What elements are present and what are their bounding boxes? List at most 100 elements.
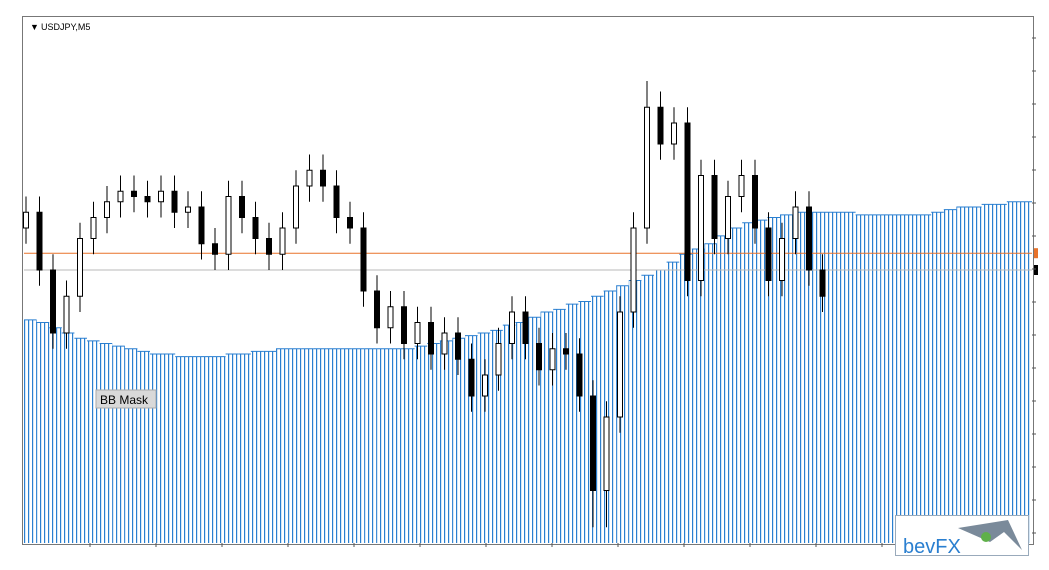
mask-bar [906, 214, 919, 543]
candle-body [725, 196, 731, 239]
candle-body [77, 238, 83, 297]
mask-bar [24, 319, 37, 543]
candle-body [536, 343, 542, 371]
candle-body [414, 322, 421, 344]
candle-body [522, 311, 529, 344]
candle-body [306, 169, 313, 187]
mask-bar [943, 209, 957, 543]
mask-bar [200, 356, 213, 543]
mask-bar [880, 214, 894, 543]
mask-bar [918, 214, 932, 543]
mask-bar [729, 228, 743, 543]
logo-dot [981, 532, 991, 542]
mask-bar [213, 356, 226, 543]
candle-body [198, 206, 205, 245]
candle-body [185, 206, 191, 213]
mask-bar [830, 212, 843, 543]
candle-body [806, 206, 812, 271]
candle-body [239, 196, 245, 218]
candle-body [819, 269, 826, 297]
mask-bar [578, 301, 591, 543]
candle-body [590, 395, 596, 491]
mask-bar [99, 343, 113, 543]
mask-bar [969, 207, 982, 543]
mask-bar [288, 348, 302, 543]
mask-bar [61, 333, 75, 543]
candle-body [401, 306, 407, 344]
mask-bar [843, 212, 856, 543]
mask-bar [74, 338, 87, 543]
mask-bar [124, 348, 138, 543]
candle-body [738, 175, 745, 197]
candle-body [684, 122, 691, 281]
mask-bar [792, 212, 806, 543]
mask-bar [654, 270, 667, 543]
mask-bar [742, 222, 755, 543]
logo: bevFX [895, 515, 1029, 558]
mask-bar [956, 207, 969, 543]
mask-bar [162, 354, 176, 543]
candle-body [482, 374, 488, 397]
mask-bar [540, 312, 554, 543]
candle-body [387, 306, 394, 329]
candle-body [158, 190, 164, 203]
mask-bar [238, 354, 251, 543]
candle-body [468, 358, 475, 397]
candle-body [63, 295, 70, 334]
indicator-label-box [95, 389, 157, 409]
candle-body [266, 238, 272, 255]
price-marker [1034, 265, 1038, 275]
mask-bar [112, 346, 125, 543]
mask-bar [553, 309, 566, 543]
mask-bar [805, 212, 818, 543]
mask-bar [704, 243, 717, 543]
mask-bar [250, 351, 264, 543]
candle-body [752, 175, 758, 229]
mask-bar [981, 204, 995, 543]
mask-bar [137, 351, 150, 543]
candles-layer [23, 81, 826, 528]
candle-body [441, 332, 448, 355]
candle-body [657, 106, 664, 145]
mask-bar [1019, 201, 1032, 543]
mask-bar [666, 262, 680, 543]
mask-bar [36, 322, 50, 543]
candle-body [617, 311, 623, 418]
mask-bar [628, 280, 642, 543]
price-marker [1034, 248, 1038, 259]
mask-bar [515, 322, 528, 543]
candle-body [495, 343, 502, 376]
mask-bar [717, 235, 730, 543]
mask-bar [187, 356, 201, 543]
candle-body [509, 311, 515, 344]
candle-body [549, 348, 556, 371]
candle-body [117, 190, 124, 203]
candle-body [711, 175, 718, 239]
candle-body [347, 217, 353, 229]
candle-body [576, 353, 583, 397]
candle-body [212, 243, 218, 255]
candle-body [23, 211, 29, 229]
mask-bar [565, 304, 579, 543]
mask-bar [150, 354, 163, 543]
mask-bar [502, 325, 516, 543]
mask-bar [893, 214, 906, 543]
mask-bar [691, 249, 705, 543]
candle-body [792, 206, 799, 239]
candle-body [563, 348, 569, 355]
mask-bar [452, 338, 465, 543]
mask-bar [477, 333, 491, 543]
levels-layer [24, 248, 1038, 275]
candle-body [225, 196, 232, 255]
candle-body [90, 217, 97, 239]
mask-bar [754, 220, 768, 543]
candle-body [144, 196, 151, 203]
candle-body [50, 269, 56, 334]
candle-body [374, 290, 380, 329]
mask-bar [351, 348, 365, 543]
candle-body [765, 227, 772, 281]
mask-bar [439, 340, 453, 543]
candle-body [131, 190, 137, 197]
mask-bar [389, 348, 402, 543]
mask-bar [1006, 201, 1020, 543]
